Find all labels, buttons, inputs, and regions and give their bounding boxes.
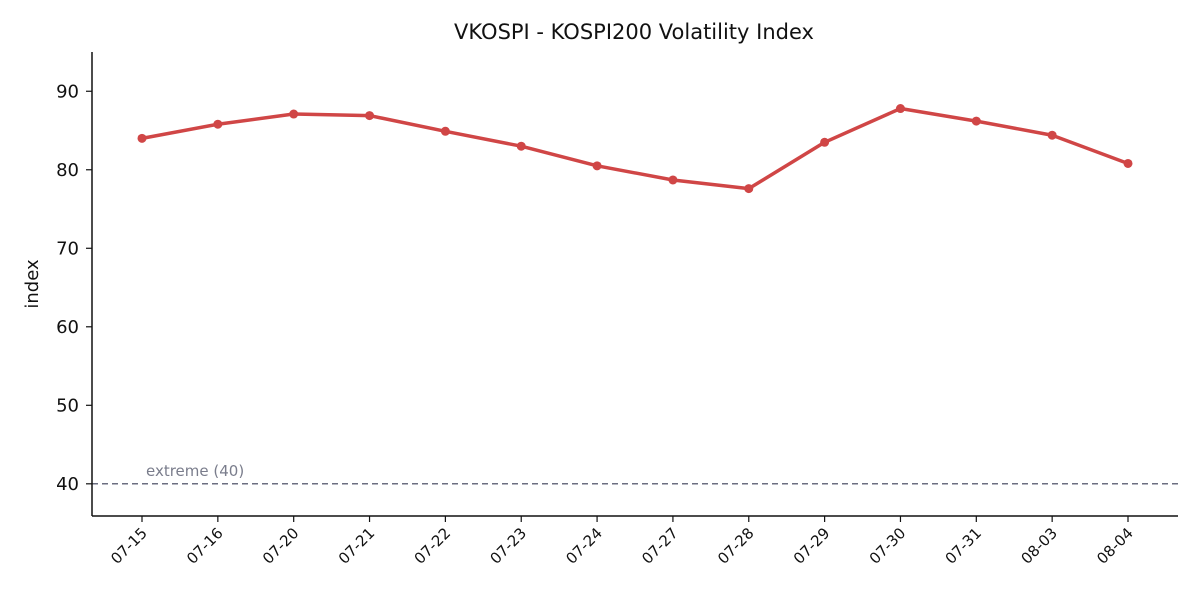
y-tick-label: 90 [56,81,79,102]
data-point [668,175,678,185]
x-axis-ticks: 07-15 07-16 07-20 07-21 07-22 07-23 07-24 07-27… [107,516,1137,568]
x-tick-label: 07-20 [259,524,303,568]
data-point [365,111,375,121]
y-tick-label: 40 [56,474,79,495]
x-tick-label: 07-24 [562,524,606,568]
series-line [140,106,1130,191]
x-tick-label: 07-29 [790,524,834,568]
x-tick-label: 07-21 [335,524,379,568]
data-point [592,161,602,171]
y-tick-label: 60 [56,317,79,338]
data-point [1047,130,1057,140]
x-tick-label: 07-31 [942,524,986,568]
x-tick-label: 07-15 [107,524,151,568]
data-point [137,133,147,143]
data-point [1123,158,1133,168]
x-tick-label: 08-04 [1093,524,1137,568]
y-tick-label: 50 [56,395,79,416]
data-point [440,126,450,136]
x-tick-label: 08-03 [1017,524,1061,568]
data-point [820,137,830,147]
x-tick-label: 07-27 [638,524,682,568]
x-tick-label: 07-28 [714,524,758,568]
data-point [289,109,299,119]
y-tick-label: 80 [56,160,79,181]
y-axis-ticks: 40 50 60 70 80 90 [56,81,92,495]
x-tick-label: 07-23 [487,524,531,568]
chart-title: VKOSPI - KOSPI200 Volatility Index [454,20,814,44]
data-point [516,141,526,151]
x-tick-label: 07-16 [183,524,227,568]
reference-line-label: extreme (40) [146,462,244,480]
x-tick-label: 07-22 [411,524,455,568]
y-tick-label: 70 [56,238,79,259]
y-axis-label: index [22,259,43,309]
data-point [744,184,754,194]
x-tick-label: 07-30 [866,524,910,568]
data-point [971,116,981,126]
data-point [213,119,223,129]
data-points [137,104,1133,194]
data-point [895,104,905,114]
